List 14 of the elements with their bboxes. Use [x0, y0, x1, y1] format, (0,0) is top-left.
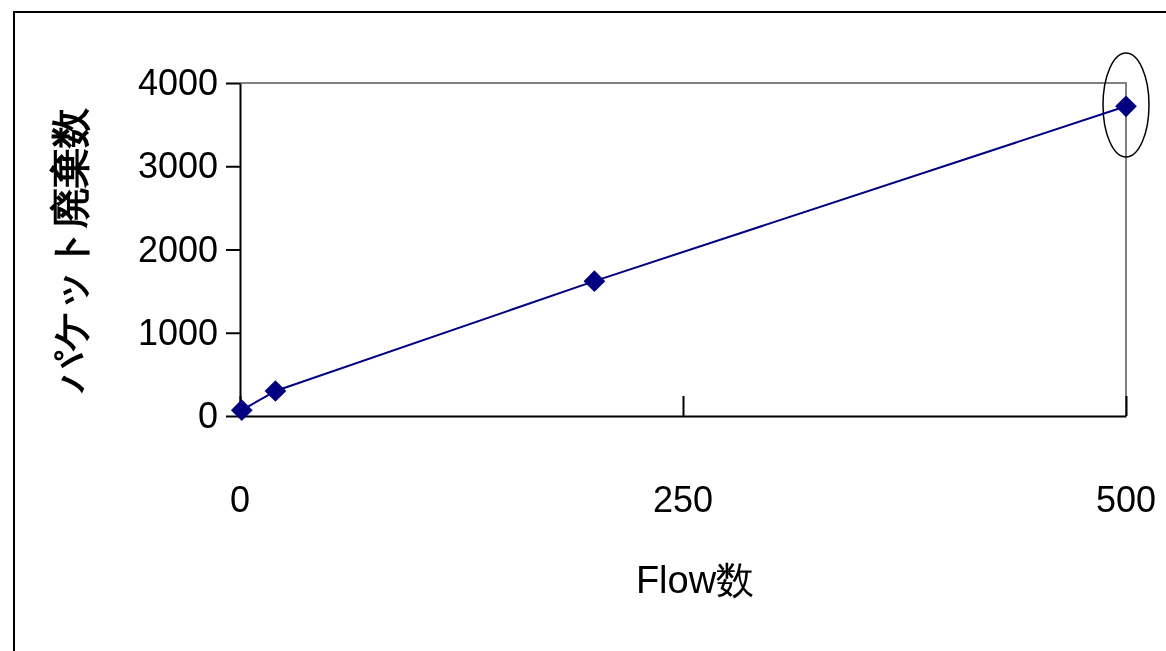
point [1115, 95, 1137, 118]
x-axis-title: Flow数 [635, 559, 755, 601]
y-tick-label: 1000 [137, 311, 218, 353]
point [264, 380, 287, 402]
y-tick-label: 2000 [137, 228, 218, 270]
y-tick-label: 0 [197, 395, 218, 437]
y-tick-label: 3000 [137, 145, 218, 187]
x-tick-label: 0 [229, 479, 251, 520]
y-tick-label: 4000 [137, 62, 218, 104]
point [230, 399, 253, 422]
x-tick-label: 500 [1095, 479, 1157, 520]
y-axis-title: パケット廃棄数 [48, 107, 92, 394]
x-tick-label: 250 [652, 479, 714, 520]
point [583, 270, 606, 292]
